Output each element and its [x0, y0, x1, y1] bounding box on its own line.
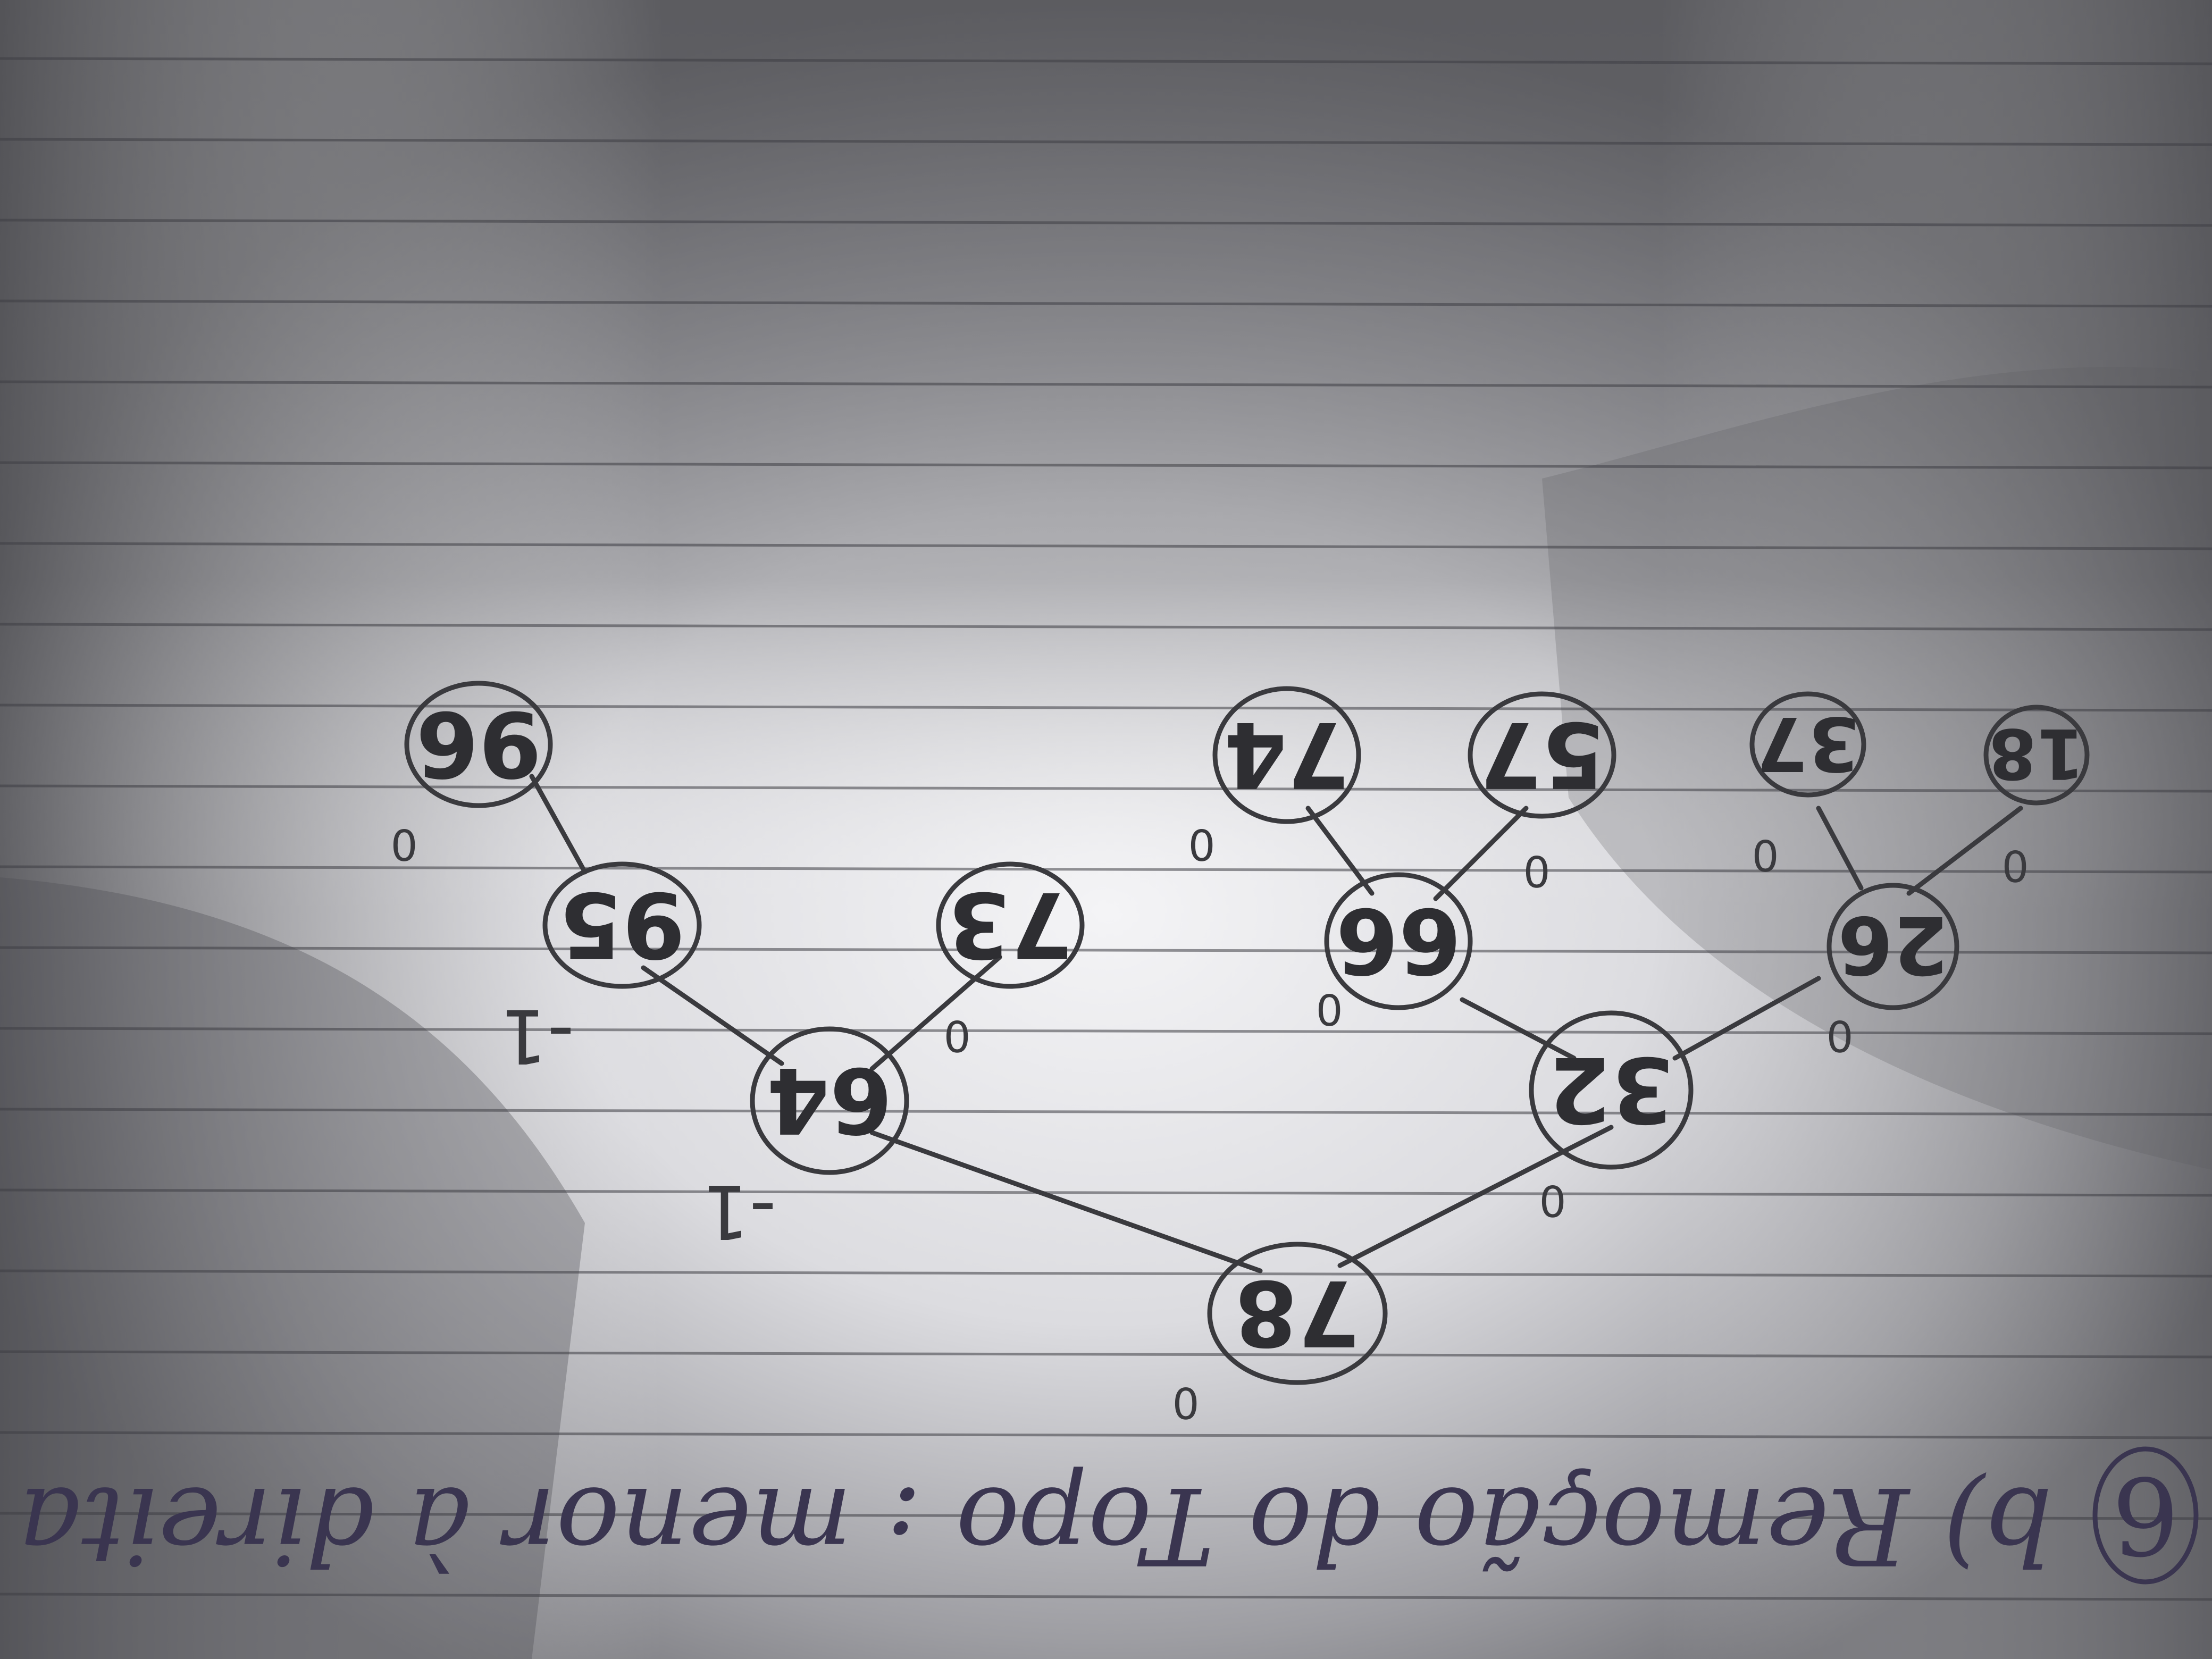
- ruled-line: [0, 138, 2212, 146]
- node-95-label: 95: [559, 872, 685, 977]
- ruled-line: [0, 1269, 2212, 1278]
- node-96-label: 96: [416, 691, 542, 796]
- bf-66: 0: [1316, 984, 1343, 1034]
- ruled-line: [0, 299, 2212, 308]
- node-26-label: 26: [1838, 898, 1949, 991]
- exercise-number-circle: [2092, 1446, 2199, 1585]
- edge-32-66: [1460, 997, 1577, 1061]
- caption: 6 b) Remoção do Topo : menor à direita: [18, 1446, 2199, 1587]
- caption-text: b) Remoção do Topo : menor à direita: [18, 1463, 2052, 1587]
- ruled-line: [0, 1512, 2212, 1520]
- node-18-circle: [1983, 705, 2090, 806]
- shadow-patch-right: [1542, 367, 2212, 1170]
- ruled-line: [0, 57, 2212, 65]
- ruled-line: [0, 1188, 2212, 1197]
- bf-18: 0: [2002, 841, 2029, 890]
- node-73-circle: [936, 861, 1085, 989]
- bf-96: 0: [391, 819, 418, 869]
- node-37-circle: [1749, 691, 1866, 798]
- exercise-number: 6: [2112, 1453, 2179, 1577]
- ruled-line: [0, 219, 2212, 227]
- node-57-circle: [1468, 691, 1616, 819]
- ruled-line: [0, 865, 2212, 874]
- bf-73: 0: [944, 1011, 971, 1060]
- ruled-line: [0, 1350, 2212, 1359]
- node-64-circle: [750, 1026, 909, 1175]
- edge-64-95: [641, 965, 784, 1066]
- ruled-line: [0, 703, 2212, 712]
- bf-26: 0: [1826, 1011, 1854, 1060]
- ruled-line: [0, 1593, 2212, 1601]
- bf-32: 0: [1539, 1176, 1566, 1225]
- bf-57: 0: [1523, 846, 1551, 895]
- node-57-label: 57: [1479, 701, 1605, 807]
- edge-26-18: [1906, 806, 2023, 896]
- node-96-circle: [404, 681, 553, 808]
- node-74-circle: [1212, 686, 1361, 824]
- ruled-line: [0, 1108, 2212, 1116]
- bf-78: 0: [1172, 1378, 1200, 1427]
- node-32-circle: [1529, 1010, 1694, 1170]
- ruled-lines: [0, 57, 2212, 1601]
- bf-95: -1: [500, 992, 574, 1079]
- node-73-label: 73: [948, 872, 1074, 977]
- edge-95-96: [529, 774, 588, 875]
- node-95-circle: [542, 861, 702, 989]
- node-74-label: 74: [1224, 701, 1350, 807]
- edge-66-74: [1305, 806, 1375, 896]
- ruled-line: [0, 784, 2212, 793]
- edge-78-32: [1337, 1125, 1614, 1268]
- node-64-label: 64: [767, 1047, 893, 1152]
- ruled-line: [0, 623, 2212, 631]
- node-32-label: 32: [1548, 1036, 1674, 1142]
- node-18-label: 18: [1989, 713, 2085, 794]
- edge-32-26: [1672, 976, 1821, 1061]
- node-66-label: 66: [1336, 887, 1462, 993]
- balance-factors: 0 -1 -1 0 0 0 0 0 0 0 0 0: [391, 819, 2029, 1427]
- ruled-line: [0, 380, 2212, 389]
- node-labels: 78 64 95 96 73 32 66 74 57 26 37 18: [416, 691, 2085, 1365]
- bf-74: 0: [1188, 819, 1216, 869]
- ruled-line: [0, 1027, 2212, 1035]
- tree-edges: [529, 774, 2023, 1273]
- edge-66-57: [1433, 806, 1529, 901]
- node-78-circle: [1207, 1242, 1388, 1385]
- ruled-line: [0, 461, 2212, 470]
- edge-26-37: [1816, 806, 1864, 891]
- node-37-label: 37: [1756, 700, 1860, 786]
- tree-nodes: [404, 681, 2090, 1385]
- node-66-circle: [1324, 872, 1473, 1010]
- bf-37: 0: [1752, 830, 1779, 879]
- ruled-line: [0, 946, 2212, 954]
- shadow-patch-left: [0, 877, 585, 1659]
- edge-78-64: [869, 1130, 1263, 1273]
- edge-64-73: [869, 954, 1002, 1071]
- node-78-label: 78: [1235, 1260, 1361, 1365]
- ruled-line: [0, 542, 2212, 550]
- ruled-line: [0, 1431, 2212, 1439]
- bf-64: -1: [702, 1168, 776, 1254]
- node-26-circle: [1826, 883, 1959, 1010]
